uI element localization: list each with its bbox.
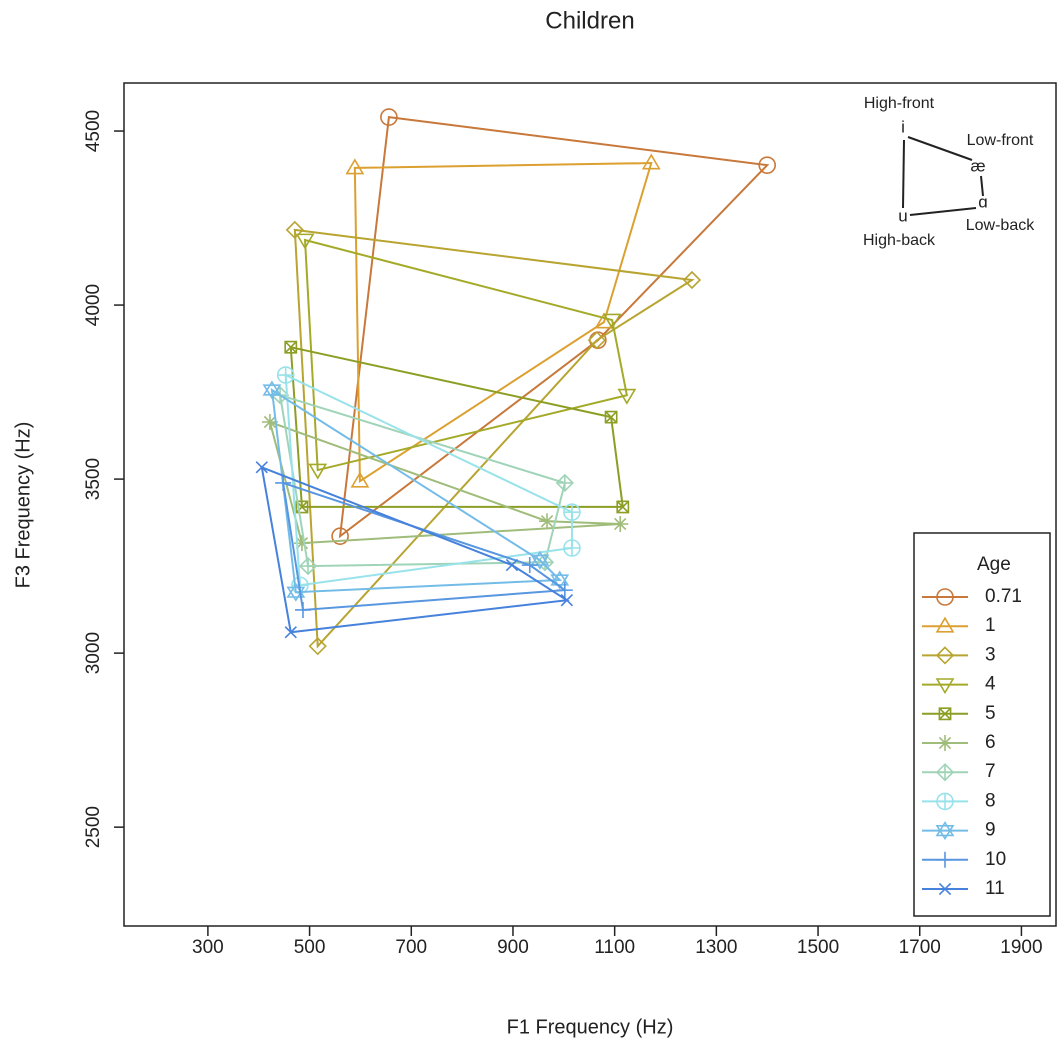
data-point (284, 626, 297, 639)
data-point (604, 410, 618, 424)
inset-vowel: ɑ (978, 192, 987, 211)
y-tick-label: 3500 (83, 458, 104, 500)
data-point (550, 570, 570, 590)
legend-marker (935, 678, 955, 695)
series-line (303, 238, 629, 472)
plot-frame (123, 82, 1057, 927)
data-point (602, 313, 622, 330)
legend-label: 9 (985, 820, 996, 841)
inset-line (902, 139, 905, 209)
inset-vowel: u (898, 206, 907, 225)
inset-line (907, 136, 973, 161)
legend-label: 8 (985, 790, 996, 811)
x-tick-label: 900 (497, 937, 529, 958)
data-point (308, 637, 327, 656)
data-point (293, 535, 310, 552)
x-tick-label: 1100 (594, 937, 635, 958)
legend-marker (937, 851, 953, 868)
data-point (682, 270, 702, 290)
data-point (331, 527, 349, 545)
data-point (641, 153, 661, 170)
data-point (560, 594, 574, 607)
data-point (563, 503, 581, 521)
data-point (587, 331, 606, 350)
data-point (261, 414, 278, 431)
data-point (616, 500, 630, 514)
x-tick-label: 1300 (695, 937, 737, 958)
data-point (556, 582, 573, 599)
legend-marker (937, 735, 953, 751)
inset-vowel: i (901, 117, 905, 136)
legend-marker (935, 616, 955, 633)
chart-title: Children (545, 7, 634, 34)
x-tick-label: 1700 (899, 937, 941, 958)
data-point (298, 556, 318, 576)
data-point (284, 340, 298, 354)
y-axis-label: F3 Frequency (Hz) (12, 422, 34, 589)
legend-marker (935, 821, 955, 841)
inset-line (980, 175, 984, 197)
data-point (350, 471, 370, 488)
data-point (255, 461, 268, 474)
data-point (294, 601, 311, 618)
data-point (285, 220, 304, 240)
inset-diagram (902, 136, 984, 216)
legend-title: Age (977, 554, 1011, 575)
legend-label: 4 (985, 674, 996, 695)
data-point (612, 515, 629, 532)
legend-marker (938, 707, 952, 721)
series-line (270, 388, 563, 594)
legend-label: 7 (985, 761, 996, 782)
legend-marker (938, 882, 952, 896)
data-point (308, 463, 328, 480)
inset-vowel: æ (970, 156, 985, 175)
inset-label: High-front (864, 95, 935, 112)
data-point (555, 473, 574, 493)
legend-label: 3 (985, 644, 996, 665)
inset-line (909, 207, 977, 216)
legend-label: 10 (985, 849, 1006, 870)
y-tick-label: 4000 (83, 284, 104, 326)
data-point (521, 557, 538, 574)
x-tick-label: 1900 (1000, 937, 1042, 958)
data-point (539, 513, 556, 530)
legend-marker (936, 792, 954, 811)
y-tick-label: 4500 (83, 110, 104, 152)
y-tick-label: 2500 (83, 806, 104, 848)
x-tick-label: 300 (192, 937, 224, 958)
series-line (353, 162, 653, 484)
data-point (758, 156, 776, 174)
legend-label: 1 (985, 615, 996, 636)
data-point (617, 388, 637, 405)
inset-label: Low-back (966, 217, 1035, 234)
x-tick-label: 1500 (797, 937, 839, 958)
data-point (563, 539, 581, 557)
legend-label: 6 (985, 732, 996, 753)
legend-marker (935, 763, 955, 782)
data-point (295, 233, 315, 250)
inset-label: Low-front (967, 132, 1034, 149)
legend-box (913, 532, 1051, 917)
x-tick-label: 700 (395, 937, 427, 958)
legend-label: 11 (985, 878, 1005, 899)
x-tick-label: 500 (294, 937, 326, 958)
legend-marker (936, 588, 954, 606)
data-point (275, 474, 292, 491)
data-point (262, 380, 282, 400)
inset-label: High-back (863, 232, 936, 249)
y-tick-label: 3000 (83, 632, 104, 674)
data-point (380, 108, 398, 126)
data-point (530, 550, 550, 570)
x-axis-label: F1 Frequency (Hz) (507, 1016, 674, 1038)
data-point (345, 158, 365, 175)
data-point (276, 366, 295, 384)
legend-label: 0.71 (985, 586, 1022, 607)
legend-marker (935, 646, 955, 665)
data-point (505, 558, 519, 572)
legend-label: 5 (985, 703, 996, 724)
